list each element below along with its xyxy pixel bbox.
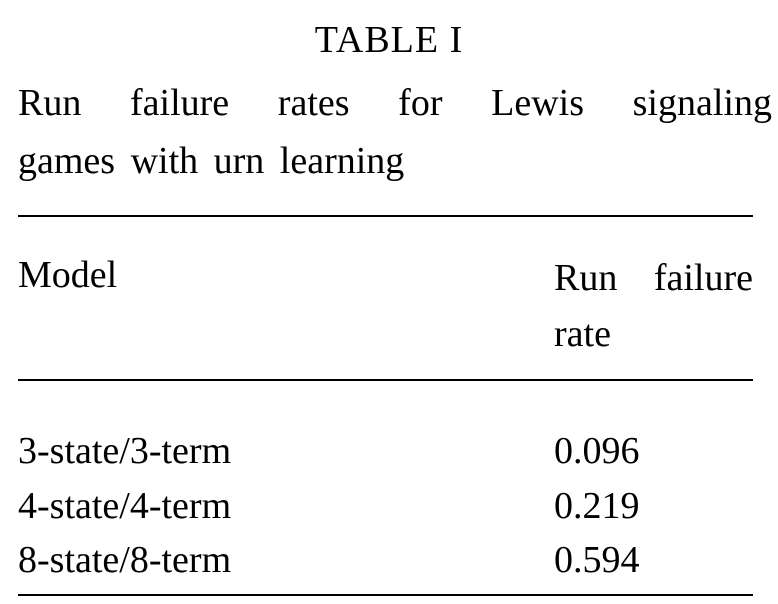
caption-word: signaling	[632, 82, 772, 124]
column-header-model: Model	[18, 254, 118, 296]
table-label: TABLE I	[314, 19, 464, 61]
header-rule	[18, 379, 753, 381]
cell-model: 8-state/8-term	[18, 539, 232, 581]
header-rate-line-2: rate	[554, 313, 611, 355]
column-header-run-failure-rate: Run failure rate	[554, 250, 753, 362]
header-word: failure	[653, 257, 753, 299]
top-rule	[18, 215, 753, 217]
cell-rate: 0.096	[554, 430, 640, 472]
bottom-rule	[18, 594, 753, 596]
cell-model: 4-state/4-term	[18, 485, 232, 527]
cell-rate: 0.219	[554, 485, 640, 527]
table-row: 4-state/4-term 0.219	[18, 479, 753, 533]
caption-word: Run	[18, 82, 82, 124]
table-caption: Run failure rates for Lewis signaling ga…	[18, 74, 772, 190]
caption-line-2: games with urn learning	[18, 140, 405, 182]
cell-rate: 0.594	[554, 539, 640, 581]
caption-line-1: Run failure rates for Lewis signaling	[18, 74, 772, 132]
header-word: Run	[554, 257, 618, 299]
caption-word: for	[398, 82, 443, 124]
table-row: 3-state/3-term 0.096	[18, 424, 753, 478]
table-row: 8-state/8-term 0.594	[18, 533, 753, 587]
caption-word: failure	[130, 82, 230, 124]
caption-word: Lewis	[491, 82, 584, 124]
header-rate-line-1: Run failure	[554, 250, 753, 306]
caption-word: rates	[277, 82, 350, 124]
cell-model: 3-state/3-term	[18, 430, 232, 472]
